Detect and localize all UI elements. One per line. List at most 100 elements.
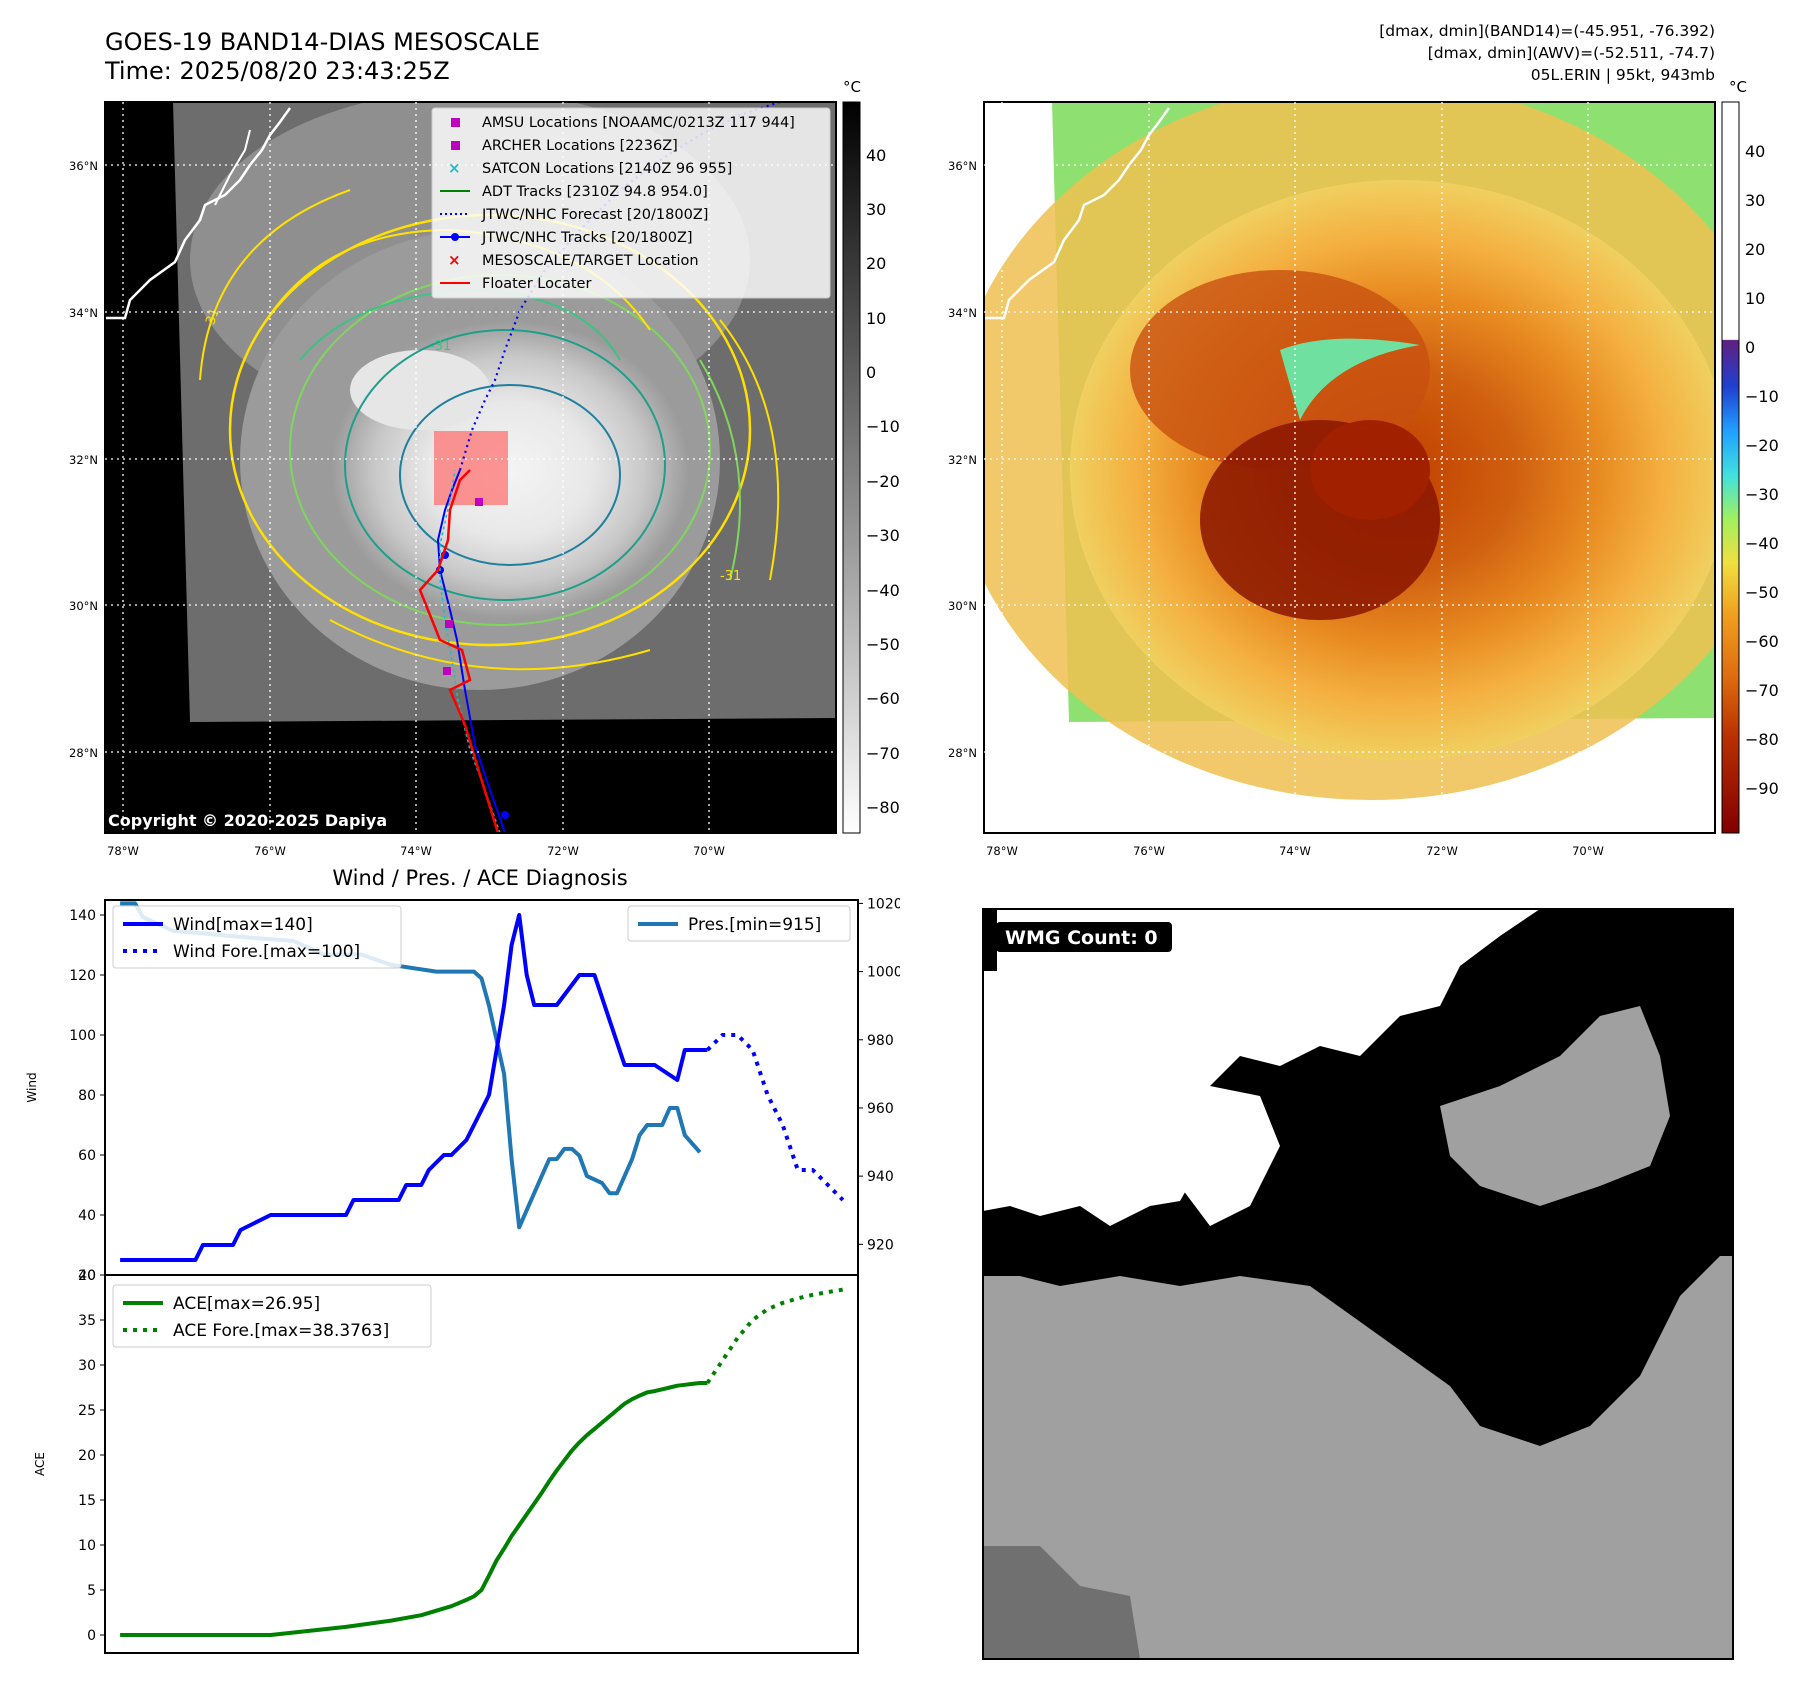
svg-text:−40: −40 bbox=[1745, 534, 1779, 553]
mesoscale-box bbox=[434, 431, 508, 505]
svg-text:−30: −30 bbox=[866, 526, 900, 545]
svg-text:20: 20 bbox=[1745, 240, 1765, 259]
wind-tick-label: 100 bbox=[69, 1028, 96, 1044]
colorbar-unit: °C bbox=[843, 78, 861, 96]
svg-text:−50: −50 bbox=[1745, 583, 1779, 602]
svg-text:−10: −10 bbox=[1745, 387, 1779, 406]
svg-text:30: 30 bbox=[1745, 191, 1765, 210]
colorbar-unit: °C bbox=[1729, 78, 1747, 96]
legend-label: Pres.[min=915] bbox=[688, 915, 821, 935]
color-map-panel: 36°N 34°N 32°N 30°N 28°N 78°W 76°W 74°W … bbox=[948, 78, 1779, 858]
gray-colorbar bbox=[842, 101, 861, 834]
legend-label: Wind[max=140] bbox=[173, 915, 313, 935]
color-colorbar bbox=[1721, 101, 1740, 834]
legend-label: ACE[max=26.95] bbox=[173, 1294, 320, 1314]
svg-text:70°W: 70°W bbox=[693, 844, 725, 858]
wind-line bbox=[120, 913, 708, 1262]
pressure-tick-label: 940 bbox=[867, 1169, 894, 1185]
svg-text:−70: −70 bbox=[1745, 681, 1779, 700]
wind-legend: Wind[max=140] Wind Fore.[max=100] bbox=[112, 905, 402, 969]
svg-text:0: 0 bbox=[1745, 338, 1755, 357]
ace-legend: ACE[max=26.95] ACE Fore.[max=38.3763] bbox=[112, 1284, 432, 1348]
ace-line bbox=[120, 1381, 708, 1637]
svg-text:72°W: 72°W bbox=[547, 844, 579, 858]
wind-tick-label: 60 bbox=[78, 1148, 96, 1164]
legend-label: Wind Fore.[max=100] bbox=[173, 942, 360, 962]
svg-text:72°W: 72°W bbox=[1426, 844, 1458, 858]
wind-axis-label: Wind bbox=[25, 1072, 39, 1102]
svg-text:74°W: 74°W bbox=[1279, 844, 1311, 858]
contour-label: -31 bbox=[430, 339, 451, 354]
jtwc-track bbox=[436, 469, 506, 833]
ir-legend: AMSU Locations [NOAAMC/0213Z 117 944] AR… bbox=[431, 107, 831, 299]
wmg-badge bbox=[996, 922, 1172, 952]
pressure-tick-label: 1020 bbox=[867, 896, 900, 912]
archer-marker bbox=[451, 141, 460, 150]
svg-text:74°W: 74°W bbox=[400, 844, 432, 858]
ace-tick-label: 30 bbox=[78, 1358, 96, 1374]
svg-text:−80: −80 bbox=[1745, 730, 1779, 749]
floater-locater bbox=[418, 469, 500, 833]
svg-text:−80: −80 bbox=[866, 798, 900, 817]
color-lon-labels: 78°W 76°W 74°W 72°W 70°W bbox=[986, 844, 1604, 858]
svg-text:40: 40 bbox=[866, 146, 886, 165]
ace-tick-label: 25 bbox=[78, 1403, 96, 1419]
gray-colorbar-ticks: 40 30 20 10 0 −10 −20 −30 −40 −50 −60 −7… bbox=[866, 146, 900, 817]
wind-tick-label: 20 bbox=[78, 1268, 96, 1284]
wmg-panel: WMG Count: 0 bbox=[982, 908, 1734, 1660]
dmax-awv: [dmax, dmin](AWV)=(-52.511, -74.7) bbox=[1427, 44, 1715, 62]
diagnosis-title: Wind / Pres. / ACE Diagnosis bbox=[332, 866, 628, 890]
svg-text:78°W: 78°W bbox=[986, 844, 1018, 858]
wind-tick-label: 40 bbox=[78, 1208, 96, 1224]
ace-tick-label: 20 bbox=[78, 1448, 96, 1464]
svg-text:32°N: 32°N bbox=[69, 453, 98, 467]
svg-text:20: 20 bbox=[866, 254, 886, 273]
pressure-tick-label: 960 bbox=[867, 1101, 894, 1117]
legend-label: JTWC/NHC Forecast [20/1800Z] bbox=[481, 207, 708, 223]
amsu-marker bbox=[451, 118, 460, 127]
legend-label: Floater Locater bbox=[482, 276, 591, 292]
svg-text:76°W: 76°W bbox=[1133, 844, 1165, 858]
svg-text:−10: −10 bbox=[866, 417, 900, 436]
ace-tick-label: 10 bbox=[78, 1538, 96, 1554]
svg-text:−20: −20 bbox=[1745, 436, 1779, 455]
legend-label: AMSU Locations [NOAAMC/0213Z 117 944] bbox=[482, 115, 795, 131]
svg-text:−50: −50 bbox=[866, 635, 900, 654]
ace-tick-label: 35 bbox=[78, 1313, 96, 1329]
svg-text:30°N: 30°N bbox=[69, 599, 98, 613]
svg-text:40: 40 bbox=[1745, 142, 1765, 161]
pressure-tick-label: 1000 bbox=[867, 965, 900, 981]
wmg-dark-gray-region bbox=[983, 1546, 1140, 1659]
svg-text:−40: −40 bbox=[866, 581, 900, 600]
ir-lon-labels: 78°W 76°W 74°W 72°W 70°W bbox=[107, 844, 725, 858]
svg-text:36°N: 36°N bbox=[948, 159, 977, 173]
contour-label: -31 bbox=[720, 569, 741, 584]
legend-label: ACE Fore.[max=38.3763] bbox=[173, 1321, 389, 1341]
color-gridlines bbox=[984, 102, 1715, 833]
svg-text:34°N: 34°N bbox=[69, 306, 98, 320]
pressure-legend: Pres.[min=915] bbox=[627, 905, 851, 942]
target-marker: × bbox=[448, 251, 461, 269]
svg-text:30: 30 bbox=[866, 200, 886, 219]
svg-text:34°N: 34°N bbox=[948, 306, 977, 320]
ace-forecast-line bbox=[705, 1287, 844, 1385]
svg-text:−60: −60 bbox=[866, 689, 900, 708]
svg-text:0: 0 bbox=[866, 363, 876, 382]
color-lat-labels: 36°N 34°N 32°N 30°N 28°N bbox=[948, 159, 977, 760]
svg-text:70°W: 70°W bbox=[1572, 844, 1604, 858]
svg-text:32°N: 32°N bbox=[948, 453, 977, 467]
legend-label: ADT Tracks [2310Z 94.8 954.0] bbox=[482, 184, 708, 200]
archer-marker bbox=[445, 620, 453, 628]
ir-map-frame bbox=[104, 101, 837, 834]
legend-label: SATCON Locations [2140Z 96 955] bbox=[482, 161, 732, 177]
svg-text:−90: −90 bbox=[1745, 779, 1779, 798]
ace-tick-label: 40 bbox=[78, 1268, 96, 1284]
copyright: Copyright © 2020-2025 Dapiya bbox=[108, 811, 387, 830]
svg-text:78°W: 78°W bbox=[107, 844, 139, 858]
svg-text:28°N: 28°N bbox=[948, 746, 977, 760]
ace-tick-label: 0 bbox=[87, 1628, 96, 1644]
wind-tick-label: 140 bbox=[69, 908, 96, 924]
ir-map-panel: -31 -31 -31 AMSU Locations [NOAAMC/0213Z… bbox=[69, 78, 900, 858]
svg-text:10: 10 bbox=[866, 309, 886, 328]
legend-label: JTWC/NHC Tracks [20/1800Z] bbox=[481, 230, 693, 246]
